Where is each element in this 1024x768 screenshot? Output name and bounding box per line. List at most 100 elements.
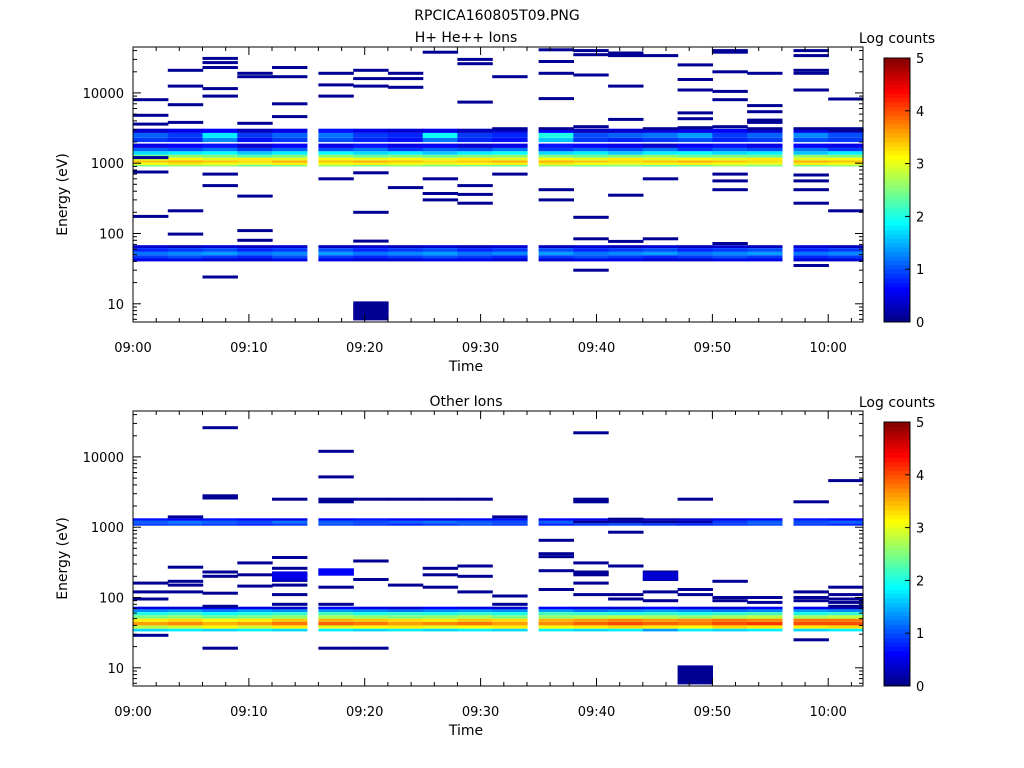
colorbar-tick-label: 3 — [916, 522, 924, 537]
heatmap-cell — [747, 137, 783, 143]
heatmap-cell — [202, 172, 238, 176]
heatmap-cell — [353, 157, 389, 161]
heatmap-cell — [318, 615, 354, 619]
heatmap-cell — [712, 579, 748, 583]
heatmap-cell — [642, 54, 679, 58]
heatmap-cell — [712, 258, 748, 262]
heatmap-cell — [642, 599, 679, 603]
heatmap-cell — [133, 520, 169, 524]
heatmap-cell — [387, 248, 424, 252]
heatmap-cell — [422, 157, 459, 161]
heatmap-cell — [202, 137, 238, 143]
heatmap-cell — [167, 248, 204, 252]
heatmap-cell — [272, 162, 308, 165]
heatmap-cell — [492, 251, 528, 256]
colorbar-segment — [884, 110, 910, 116]
heatmap-cell — [677, 628, 713, 632]
heatmap-cell — [387, 628, 424, 632]
heatmap-cell — [608, 248, 644, 252]
heatmap-cell — [793, 71, 829, 75]
heatmap-cell — [318, 160, 354, 163]
heatmap-cell — [457, 590, 493, 594]
heatmap-cell — [793, 173, 829, 177]
heatmap-cell — [272, 128, 308, 133]
heatmap-cell — [272, 147, 308, 152]
heatmap-cell — [387, 612, 424, 616]
heatmap-cell — [538, 157, 574, 161]
heatmap-cell — [353, 628, 389, 632]
heatmap-cell — [677, 157, 713, 161]
heatmap-cell — [677, 151, 713, 155]
heatmap-cell — [573, 248, 609, 252]
heatmap-cell — [538, 555, 574, 559]
colorbar-segment — [884, 119, 910, 125]
heatmap-cell — [492, 151, 528, 155]
heatmap-cell — [538, 248, 574, 252]
heatmap-cell — [422, 143, 459, 148]
x-tick-label: 09:10 — [230, 341, 267, 356]
heatmap-cell — [422, 612, 459, 616]
heatmap-cell — [538, 188, 574, 192]
heatmap-cell — [167, 209, 204, 213]
heatmap-cell — [387, 128, 424, 133]
heatmap-cell — [237, 615, 273, 619]
heatmap-cell — [677, 143, 713, 148]
x-tick-label: 09:50 — [694, 341, 731, 356]
heatmap-cell — [133, 98, 169, 102]
heatmap-cell — [677, 621, 713, 626]
heatmap-cell — [712, 154, 748, 158]
heatmap-cell — [318, 258, 354, 262]
heatmap-cell — [538, 164, 574, 167]
heatmap-cell — [457, 520, 493, 524]
heatmap-cell — [712, 618, 748, 622]
heatmap-cell — [747, 143, 783, 148]
heatmap-cell — [237, 194, 273, 198]
colorbar-segment — [884, 483, 910, 489]
heatmap-cell — [677, 518, 713, 521]
heatmap-cell — [387, 137, 424, 143]
heatmap-cell — [272, 258, 308, 262]
heatmap-cell — [712, 609, 748, 612]
heatmap-cell — [387, 518, 424, 521]
heatmap-cell — [793, 520, 829, 524]
colorbar-segment — [884, 549, 910, 555]
heatmap-cell — [747, 251, 783, 256]
heatmap-cell — [272, 523, 308, 526]
heatmap-cell — [422, 497, 459, 501]
heatmap-cell — [793, 147, 829, 152]
colorbar-tick-label: 5 — [916, 52, 924, 67]
heatmap-cell — [712, 50, 748, 54]
colorbar-segment — [884, 185, 910, 191]
heatmap-cell — [828, 585, 864, 589]
heatmap-cell — [202, 66, 238, 69]
heatmap-cell — [133, 625, 169, 629]
heatmap-cell — [538, 48, 574, 52]
colorbar-segment — [884, 251, 910, 257]
heatmap-cell — [318, 137, 354, 143]
heatmap-cell — [457, 184, 493, 188]
colorbar-segment — [884, 589, 910, 595]
heatmap-cell — [237, 147, 273, 152]
heatmap-cell — [237, 238, 273, 242]
heatmap-cell — [712, 621, 748, 626]
heatmap-cell — [538, 609, 574, 612]
heatmap-cell — [492, 628, 528, 632]
heatmap-cell — [677, 245, 713, 248]
heatmap-cell — [538, 160, 574, 163]
heatmap-cell — [167, 625, 204, 629]
heatmap-cell — [712, 172, 748, 176]
heatmap-cell — [353, 615, 389, 619]
heatmap-cell — [133, 523, 169, 526]
heatmap-cell — [353, 68, 389, 72]
colorbar-segment — [884, 146, 910, 151]
heatmap-cell — [202, 426, 238, 430]
heatmap-cell — [793, 251, 829, 256]
heatmap-cell — [387, 132, 424, 138]
heatmap-cell — [353, 84, 389, 88]
heatmap-cell — [642, 625, 679, 629]
heatmap-cell — [318, 628, 354, 632]
heatmap-cell — [712, 625, 748, 629]
heatmap-cell — [712, 49, 748, 53]
heatmap-cell — [712, 628, 748, 632]
